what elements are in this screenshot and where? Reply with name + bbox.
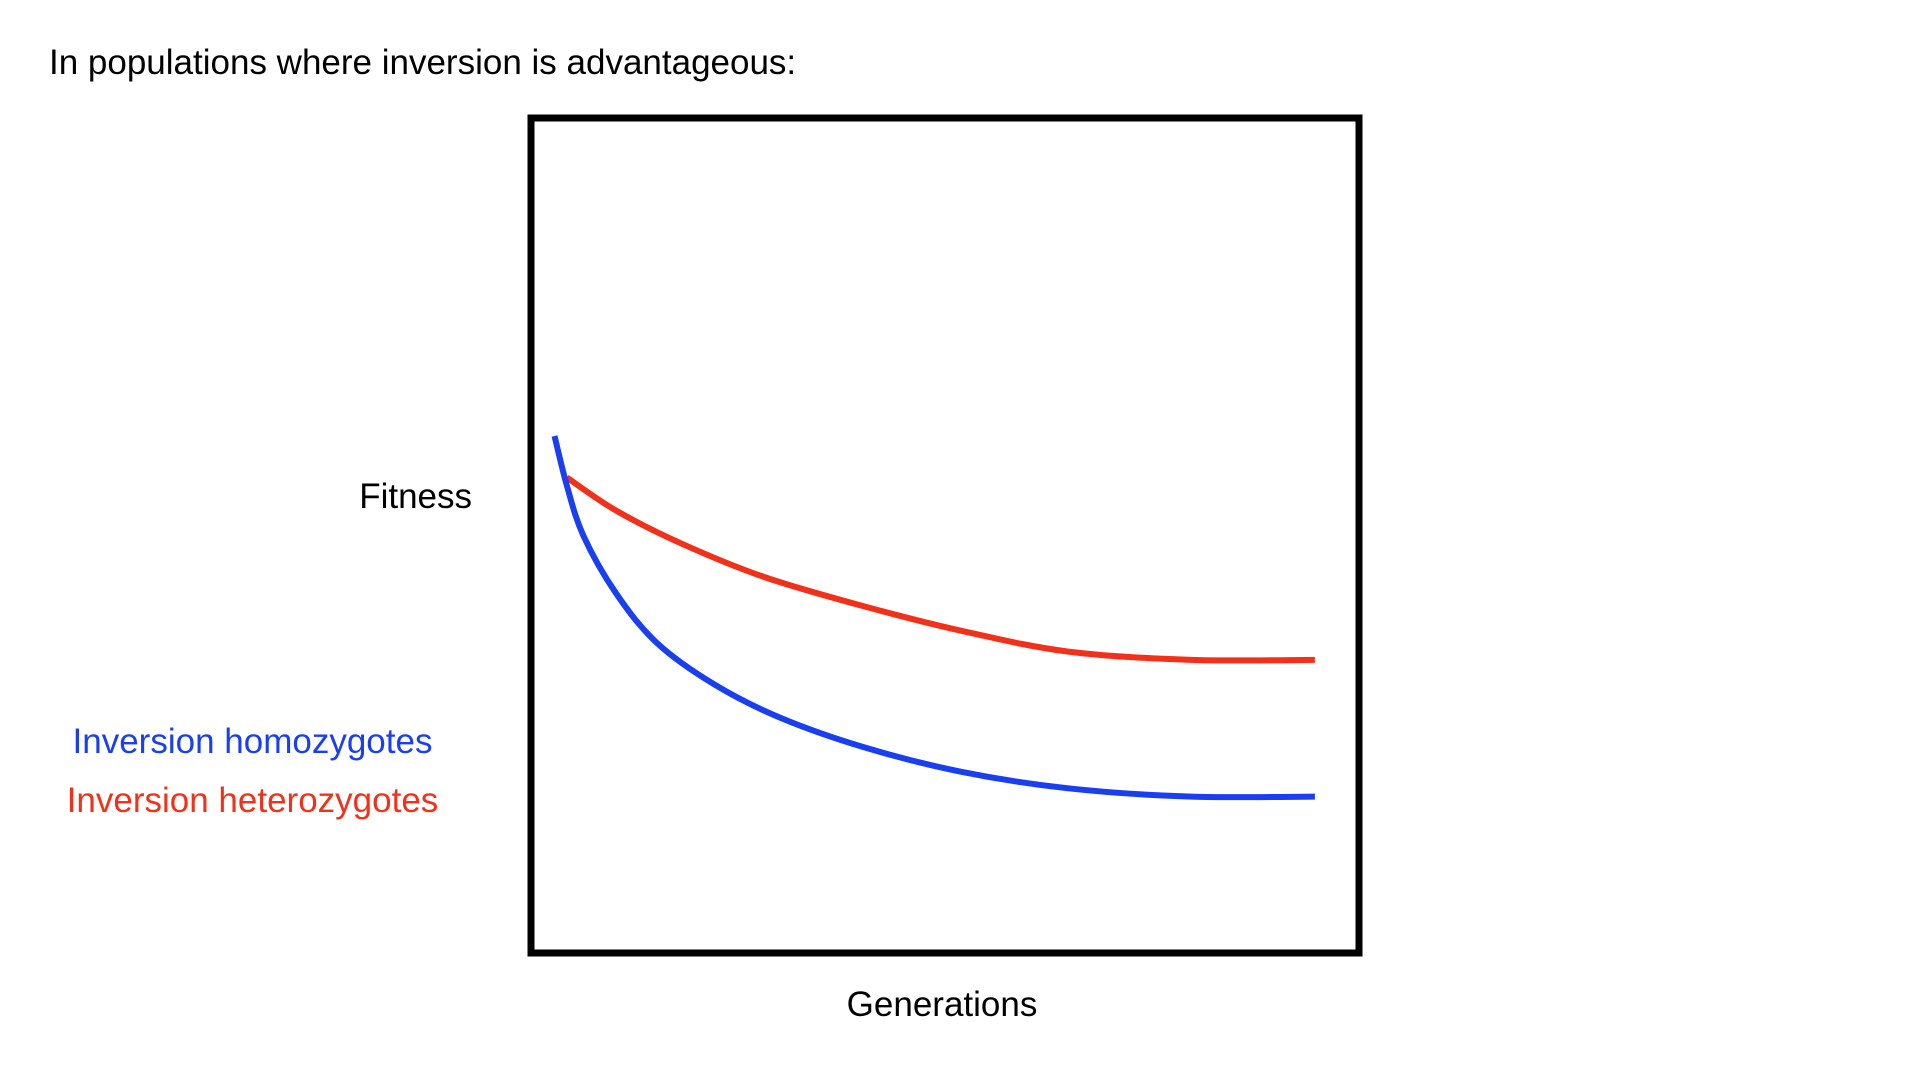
- y-axis-label: Fitness: [359, 477, 472, 516]
- slide-title: In populations where inversion is advant…: [49, 43, 797, 82]
- series-layer: [551, 435, 1315, 801]
- legend-item-heterozygotes: Inversion heterozygotes: [66, 781, 439, 820]
- series-line-homozygotes: [551, 435, 1315, 801]
- legend-item-homozygotes: Inversion homozygotes: [72, 722, 433, 761]
- series-line-heterozygotes: [565, 475, 1315, 664]
- x-axis-label: Generations: [846, 985, 1038, 1024]
- legend: Inversion homozygotes Inversion heterozy…: [0, 712, 505, 830]
- plot-frame: [527, 114, 1363, 957]
